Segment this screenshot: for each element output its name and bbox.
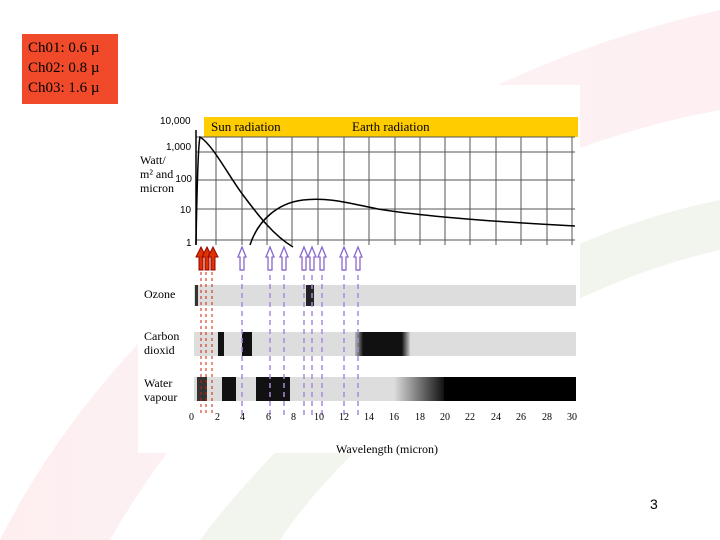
ozone-band [194,285,576,306]
channel-legend: Ch01: 0.6 µ Ch02: 0.8 µ Ch03: 1.6 µ [22,34,118,104]
solar-channel-arrows [195,245,219,271]
earth-radiation-label: Earth radiation [352,119,430,134]
sun-radiation-label: Sun radiation [211,119,281,134]
y-tick-10: 10 [180,205,192,216]
x-tick: 10 [314,412,324,423]
earth-radiation-curve [249,198,576,246]
spectrum-figure: Sun radiation Earth radiation 10,000 1,0… [138,85,580,456]
x-tick: 28 [542,412,552,423]
x-tick: 2 [215,412,220,423]
x-axis-label: Wavelength (micron) [336,442,438,456]
solar-channel-guides [200,260,213,415]
water-vapour-label: Water vapour [144,376,178,404]
x-tick: 22 [465,412,475,423]
y-axis-label: Watt/ m² and micron [140,153,174,195]
x-tick: 24 [491,412,501,423]
x-tick: 0 [189,412,194,423]
page-number: 3 [650,496,658,512]
x-tick: 14 [364,412,374,423]
thermal-channel-arrows [237,245,363,271]
channel-2-label: Ch02: 0.8 µ [28,60,100,76]
x-tick: 4 [240,412,245,423]
y-tick-10000: 10,000 [160,116,191,127]
x-tick: 20 [440,412,450,423]
channel-1-label: Ch01: 0.6 µ [28,40,100,56]
channel-3-label: Ch03: 1.6 µ [28,80,100,96]
carbon-dioxide-band [194,332,576,356]
graph-grid [196,136,575,245]
water-vapour-band [194,377,576,401]
y-tick-100: 100 [175,174,192,185]
x-tick: 30 [567,412,577,423]
x-tick: 6 [266,412,271,423]
y-tick-1000: 1,000 [166,142,192,153]
x-tick: 12 [339,412,349,423]
y-tick-1: 1 [186,238,192,249]
sun-radiation-curve [195,135,294,248]
spectrum-graphic [194,117,580,415]
x-tick: 26 [516,412,526,423]
x-tick: 16 [389,412,399,423]
x-tick: 18 [415,412,425,423]
x-tick: 8 [291,412,296,423]
ozone-label: Ozone [144,287,176,301]
graph-mask [420,247,580,277]
radiation-header-bar [204,117,578,137]
carbon-dioxide-label: Carbon dioxid [144,329,180,357]
